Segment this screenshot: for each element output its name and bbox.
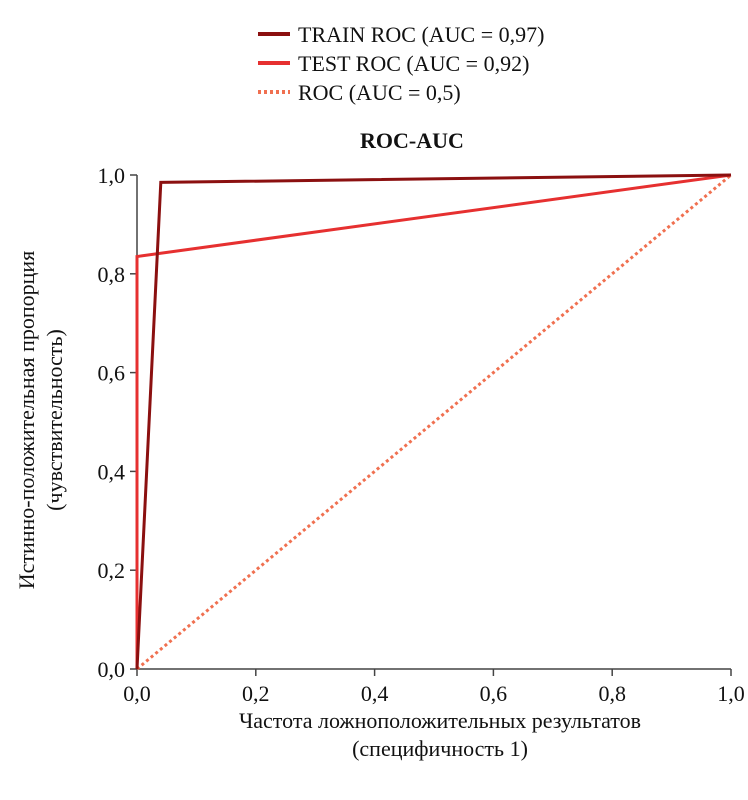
y-axis-label-line2: (чувствительность) (42, 329, 67, 511)
y-axis-label-line1: Истинно-положительная пропорция (14, 251, 39, 590)
legend: TRAIN ROC (AUC = 0,97) TEST ROC (AUC = 0,… (258, 22, 544, 105)
legend-label: TEST ROC (AUC = 0,92) (298, 51, 529, 76)
y-tick-label: 0,8 (98, 262, 126, 287)
x-tick-label: 0,0 (123, 681, 151, 706)
legend-label: TRAIN ROC (AUC = 0,97) (298, 22, 544, 47)
chart-title: ROC-AUC (360, 128, 464, 153)
x-tick-label: 1,0 (717, 681, 745, 706)
x-tick-label: 0,6 (480, 681, 508, 706)
series-lines (135, 173, 732, 671)
series-line-2 (136, 173, 732, 671)
series-line-1 (135, 173, 732, 669)
series-line-0 (135, 173, 732, 670)
y-tick-label: 0,2 (98, 558, 126, 583)
y-tick-label: 0,6 (98, 361, 126, 386)
y-tick-label: 1,0 (98, 163, 126, 188)
x-tick-label: 0,8 (598, 681, 626, 706)
legend-label: ROC (AUC = 0,5) (298, 80, 461, 105)
y-tick-label: 0,4 (98, 459, 126, 484)
x-tick-label: 0,2 (242, 681, 270, 706)
x-axis-label-line1: Частота ложноположительных результатов (239, 708, 641, 733)
y-tick-label: 0,0 (98, 657, 126, 682)
axes: 0,0 0,2 0,4 0,6 0,8 1,0 0,0 0,2 0,4 0,6 0,8 1,0 (98, 163, 745, 706)
x-axis-label-line2: (специфичность 1) (352, 736, 528, 761)
x-tick-label: 0,4 (361, 681, 389, 706)
